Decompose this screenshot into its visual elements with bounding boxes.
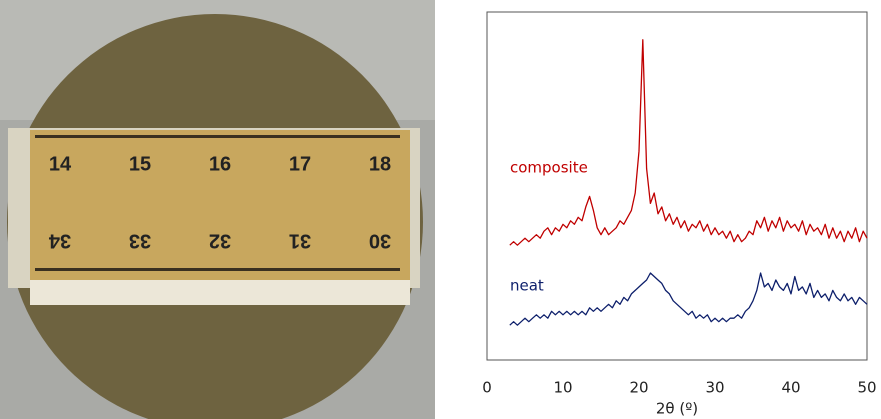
ruler-number: 32 bbox=[209, 230, 231, 252]
photo bbox=[0, 0, 435, 419]
series-line bbox=[509, 272, 868, 326]
x-tick-label: 0 bbox=[482, 379, 492, 397]
series-label: composite bbox=[510, 159, 588, 177]
x-tick-label: 10 bbox=[553, 379, 572, 397]
plot-frame bbox=[486, 11, 868, 361]
ruler-number: 15 bbox=[129, 153, 151, 175]
series-line bbox=[509, 39, 868, 246]
x-tick-label: 30 bbox=[705, 379, 724, 397]
ruler-number: 31 bbox=[289, 230, 311, 252]
ruler-number: 33 bbox=[129, 230, 151, 252]
series-label: neat bbox=[510, 277, 544, 295]
ruler-number: 30 bbox=[369, 230, 391, 252]
ruler-number: 34 bbox=[48, 230, 71, 252]
ruler-number: 17 bbox=[289, 153, 311, 175]
x-tick-label: 40 bbox=[781, 379, 800, 397]
ruler-number: 16 bbox=[209, 153, 231, 175]
ruler-ticks-bottom bbox=[35, 268, 400, 271]
ruler-number: 14 bbox=[49, 153, 72, 175]
ruler-tape bbox=[30, 280, 410, 305]
x-tick-label: 50 bbox=[857, 379, 876, 397]
x-axis-label: 2θ (º) bbox=[656, 400, 698, 418]
ruler-number: 18 bbox=[369, 153, 391, 175]
ruler-ticks-top bbox=[35, 135, 400, 138]
ruler-body bbox=[30, 130, 410, 280]
x-tick-label: 20 bbox=[629, 379, 648, 397]
ruler-labels: 14 15 16 17 18 34 33 32 31 30 bbox=[48, 153, 391, 251]
